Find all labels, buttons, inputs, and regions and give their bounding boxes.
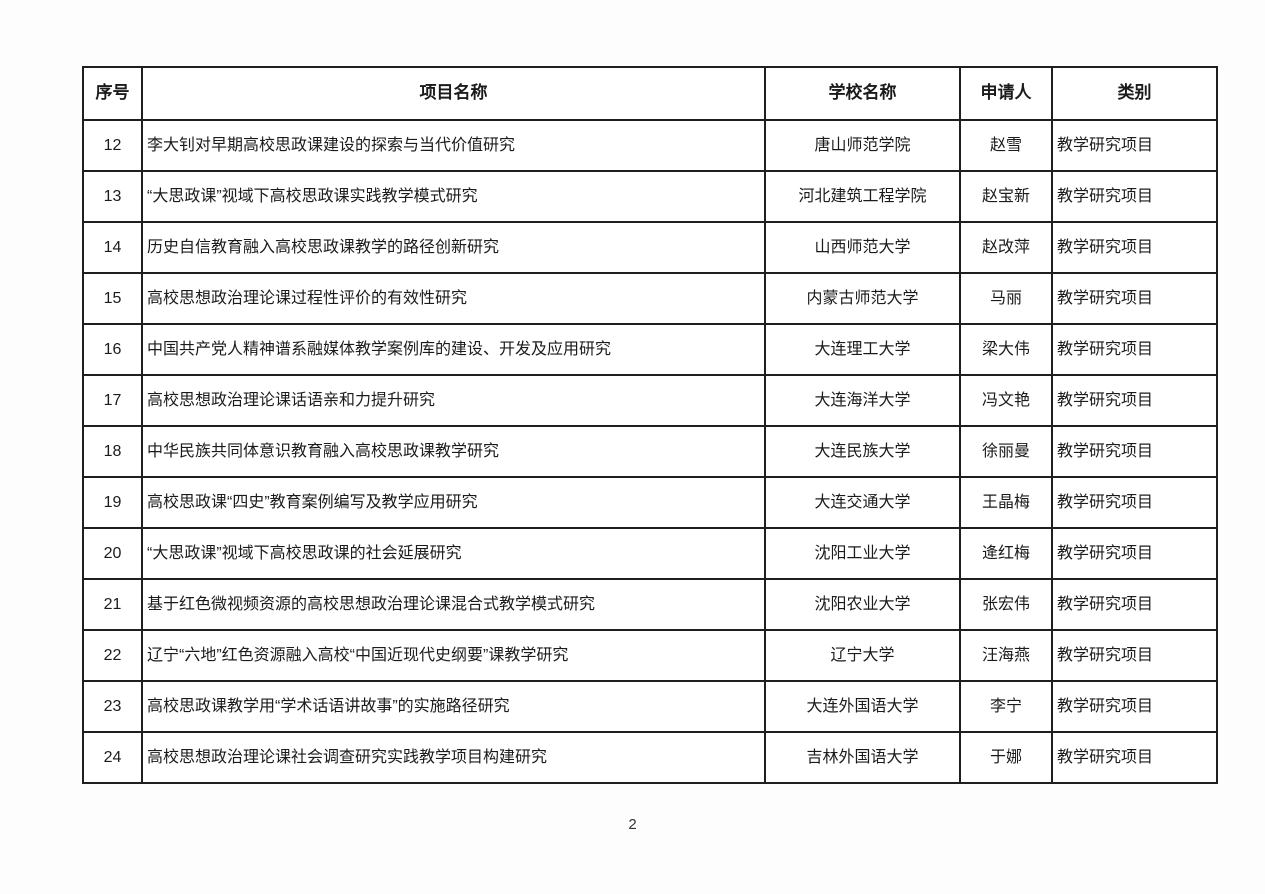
project-name-cell: 高校思想政治理论课社会调查研究实践教学项目构建研究 bbox=[141, 731, 766, 784]
school-name-cell: 山西师范大学 bbox=[764, 221, 961, 274]
header-project-name: 项目名称 bbox=[141, 66, 766, 121]
table-row: 14 历史自信教育融入高校思政课教学的路径创新研究 山西师范大学 赵改萍 教学研… bbox=[82, 221, 1218, 274]
page-number: 2 bbox=[628, 816, 637, 833]
applicant-cell: 王晶梅 bbox=[959, 476, 1053, 529]
table-row: 13 “大思政课”视域下高校思政课实践教学模式研究 河北建筑工程学院 赵宝新 教… bbox=[82, 170, 1218, 223]
applicant-cell: 逄红梅 bbox=[959, 527, 1053, 580]
applicant-cell: 徐丽曼 bbox=[959, 425, 1053, 478]
category-cell: 教学研究项目 bbox=[1051, 272, 1218, 325]
category-cell: 教学研究项目 bbox=[1051, 476, 1218, 529]
project-name-cell: “大思政课”视域下高校思政课实践教学模式研究 bbox=[141, 170, 766, 223]
school-name-cell: 沈阳工业大学 bbox=[764, 527, 961, 580]
category-cell: 教学研究项目 bbox=[1051, 425, 1218, 478]
project-name-cell: 高校思政课教学用“学术话语讲故事”的实施路径研究 bbox=[141, 680, 766, 733]
school-name-cell: 唐山师范学院 bbox=[764, 119, 961, 172]
category-cell: 教学研究项目 bbox=[1051, 374, 1218, 427]
project-name-cell: 辽宁“六地”红色资源融入高校“中国近现代史纲要”课教学研究 bbox=[141, 629, 766, 682]
project-name-cell: “大思政课”视域下高校思政课的社会延展研究 bbox=[141, 527, 766, 580]
school-name-cell: 辽宁大学 bbox=[764, 629, 961, 682]
school-name-cell: 大连海洋大学 bbox=[764, 374, 961, 427]
school-name-cell: 吉林外国语大学 bbox=[764, 731, 961, 784]
serial-number-cell: 20 bbox=[82, 527, 143, 580]
table-row: 22 辽宁“六地”红色资源融入高校“中国近现代史纲要”课教学研究 辽宁大学 汪海… bbox=[82, 629, 1218, 682]
category-cell: 教学研究项目 bbox=[1051, 629, 1218, 682]
serial-number-cell: 23 bbox=[82, 680, 143, 733]
project-name-cell: 高校思想政治理论课话语亲和力提升研究 bbox=[141, 374, 766, 427]
category-cell: 教学研究项目 bbox=[1051, 680, 1218, 733]
applicant-cell: 马丽 bbox=[959, 272, 1053, 325]
project-name-cell: 历史自信教育融入高校思政课教学的路径创新研究 bbox=[141, 221, 766, 274]
serial-number-cell: 16 bbox=[82, 323, 143, 376]
header-category: 类别 bbox=[1051, 66, 1218, 121]
table-row: 24 高校思想政治理论课社会调查研究实践教学项目构建研究 吉林外国语大学 于娜 … bbox=[82, 731, 1218, 784]
project-name-cell: 李大钊对早期高校思政课建设的探索与当代价值研究 bbox=[141, 119, 766, 172]
category-cell: 教学研究项目 bbox=[1051, 731, 1218, 784]
table-row: 20 “大思政课”视域下高校思政课的社会延展研究 沈阳工业大学 逄红梅 教学研究… bbox=[82, 527, 1218, 580]
applicant-cell: 冯文艳 bbox=[959, 374, 1053, 427]
table-row: 18 中华民族共同体意识教育融入高校思政课教学研究 大连民族大学 徐丽曼 教学研… bbox=[82, 425, 1218, 478]
category-cell: 教学研究项目 bbox=[1051, 323, 1218, 376]
school-name-cell: 大连民族大学 bbox=[764, 425, 961, 478]
category-cell: 教学研究项目 bbox=[1051, 170, 1218, 223]
header-serial-number: 序号 bbox=[82, 66, 143, 121]
table-row: 16 中国共产党人精神谱系融媒体教学案例库的建设、开发及应用研究 大连理工大学 … bbox=[82, 323, 1218, 376]
applicant-cell: 赵改萍 bbox=[959, 221, 1053, 274]
table-row: 23 高校思政课教学用“学术话语讲故事”的实施路径研究 大连外国语大学 李宁 教… bbox=[82, 680, 1218, 733]
table-body: 12 李大钊对早期高校思政课建设的探索与当代价值研究 唐山师范学院 赵雪 教学研… bbox=[82, 119, 1218, 784]
applicant-cell: 汪海燕 bbox=[959, 629, 1053, 682]
table-row: 19 高校思政课“四史”教育案例编写及教学应用研究 大连交通大学 王晶梅 教学研… bbox=[82, 476, 1218, 529]
school-name-cell: 沈阳农业大学 bbox=[764, 578, 961, 631]
applicant-cell: 于娜 bbox=[959, 731, 1053, 784]
project-name-cell: 高校思政课“四史”教育案例编写及教学应用研究 bbox=[141, 476, 766, 529]
school-name-cell: 大连外国语大学 bbox=[764, 680, 961, 733]
header-applicant: 申请人 bbox=[959, 66, 1053, 121]
applicant-cell: 张宏伟 bbox=[959, 578, 1053, 631]
project-list-table: 序号 项目名称 学校名称 申请人 类别 12 李大钊对早期高校思政课建设的探索与… bbox=[82, 66, 1218, 784]
serial-number-cell: 21 bbox=[82, 578, 143, 631]
school-name-cell: 大连理工大学 bbox=[764, 323, 961, 376]
applicant-cell: 赵雪 bbox=[959, 119, 1053, 172]
project-name-cell: 中国共产党人精神谱系融媒体教学案例库的建设、开发及应用研究 bbox=[141, 323, 766, 376]
project-name-cell: 基于红色微视频资源的高校思想政治理论课混合式教学模式研究 bbox=[141, 578, 766, 631]
school-name-cell: 内蒙古师范大学 bbox=[764, 272, 961, 325]
serial-number-cell: 24 bbox=[82, 731, 143, 784]
serial-number-cell: 22 bbox=[82, 629, 143, 682]
category-cell: 教学研究项目 bbox=[1051, 527, 1218, 580]
serial-number-cell: 14 bbox=[82, 221, 143, 274]
serial-number-cell: 17 bbox=[82, 374, 143, 427]
header-school-name: 学校名称 bbox=[764, 66, 961, 121]
serial-number-cell: 12 bbox=[82, 119, 143, 172]
table-row: 15 高校思想政治理论课过程性评价的有效性研究 内蒙古师范大学 马丽 教学研究项… bbox=[82, 272, 1218, 325]
category-cell: 教学研究项目 bbox=[1051, 578, 1218, 631]
serial-number-cell: 13 bbox=[82, 170, 143, 223]
serial-number-cell: 18 bbox=[82, 425, 143, 478]
category-cell: 教学研究项目 bbox=[1051, 221, 1218, 274]
project-name-cell: 中华民族共同体意识教育融入高校思政课教学研究 bbox=[141, 425, 766, 478]
applicant-cell: 李宁 bbox=[959, 680, 1053, 733]
applicant-cell: 梁大伟 bbox=[959, 323, 1053, 376]
serial-number-cell: 15 bbox=[82, 272, 143, 325]
applicant-cell: 赵宝新 bbox=[959, 170, 1053, 223]
category-cell: 教学研究项目 bbox=[1051, 119, 1218, 172]
project-name-cell: 高校思想政治理论课过程性评价的有效性研究 bbox=[141, 272, 766, 325]
school-name-cell: 大连交通大学 bbox=[764, 476, 961, 529]
table-header-row: 序号 项目名称 学校名称 申请人 类别 bbox=[82, 66, 1218, 121]
serial-number-cell: 19 bbox=[82, 476, 143, 529]
table-row: 12 李大钊对早期高校思政课建设的探索与当代价值研究 唐山师范学院 赵雪 教学研… bbox=[82, 119, 1218, 172]
school-name-cell: 河北建筑工程学院 bbox=[764, 170, 961, 223]
table-row: 17 高校思想政治理论课话语亲和力提升研究 大连海洋大学 冯文艳 教学研究项目 bbox=[82, 374, 1218, 427]
table-row: 21 基于红色微视频资源的高校思想政治理论课混合式教学模式研究 沈阳农业大学 张… bbox=[82, 578, 1218, 631]
